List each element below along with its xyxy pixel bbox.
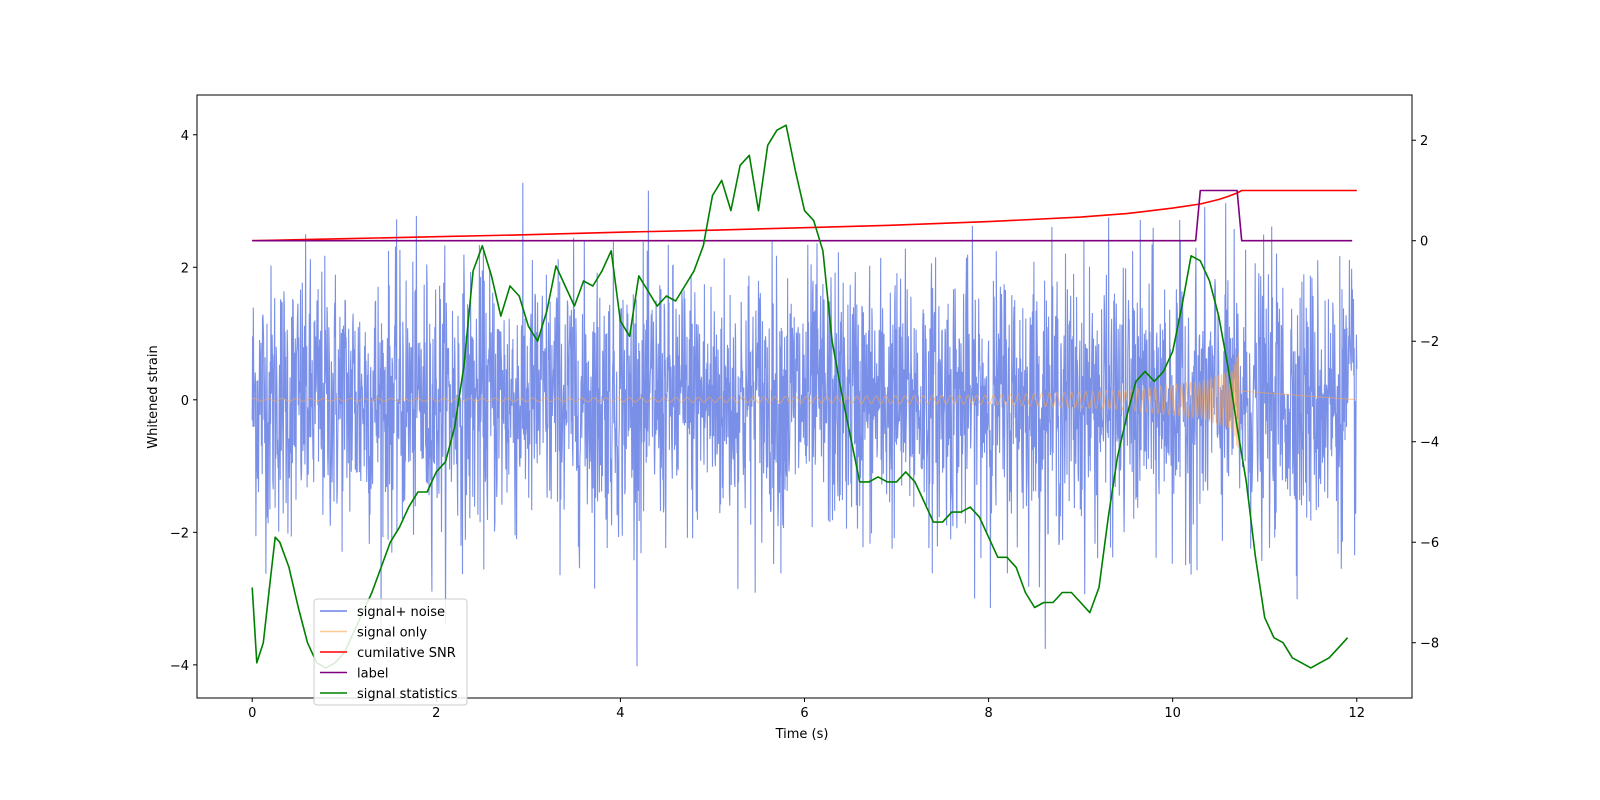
legend-label-signal-statistics: signal statistics: [357, 687, 458, 702]
y-tick-label: −2: [170, 526, 189, 541]
plot-area: [251, 124, 1358, 669]
y2-tick-label: −2: [1420, 335, 1439, 350]
legend-label-signal-only: signal only: [357, 626, 427, 641]
y-tick-label: 0: [181, 394, 189, 409]
x-axis-label: Time (s): [775, 727, 829, 742]
legend-label-signal-noise: signal+ noise: [357, 605, 445, 620]
y2-tick-label: −4: [1420, 436, 1439, 451]
legend-box: [313, 598, 468, 706]
x-axis: 0 2 4 6 8 10 12: [248, 698, 1365, 721]
legend: signal+ noise signal only cumilative SNR la…: [313, 598, 468, 706]
y-axis-label: Whitened strain: [146, 345, 161, 448]
y2-tick-label: −6: [1420, 536, 1439, 551]
series-cumilative-snr-line: [252, 189, 1357, 242]
series-label-line: [252, 189, 1353, 242]
legend-label-label: label: [357, 667, 388, 682]
y2-tick-label: 2: [1420, 134, 1428, 149]
x-tick-label: 12: [1348, 706, 1365, 721]
series-signal-only-line: [252, 352, 1357, 448]
x-tick-label: 6: [800, 706, 808, 721]
x-tick-label: 2: [432, 706, 440, 721]
y2-tick-label: −8: [1420, 637, 1439, 652]
y-tick-label: −4: [170, 659, 189, 674]
x-tick-label: 4: [616, 706, 624, 721]
x-tick-label: 8: [984, 706, 992, 721]
y-axis-right: −8 −6 −4 −2 0 2: [1412, 134, 1439, 652]
y-tick-label: 4: [181, 129, 189, 144]
y-axis-left: −4 −2 0 2 4: [170, 129, 197, 674]
y-tick-label: 2: [181, 261, 189, 276]
legend-label-cumilative-snr: cumilative SNR: [357, 646, 456, 661]
x-tick-label: 0: [248, 706, 256, 721]
series-signal-statistics-line: [251, 124, 1349, 669]
y2-tick-label: 0: [1420, 235, 1428, 250]
x-tick-label: 10: [1164, 706, 1181, 721]
